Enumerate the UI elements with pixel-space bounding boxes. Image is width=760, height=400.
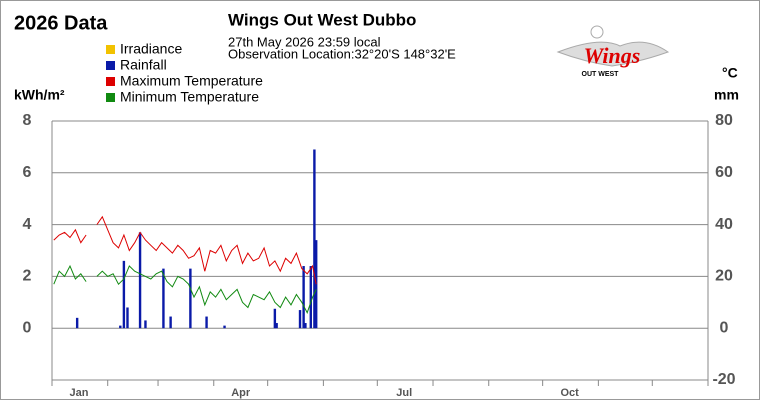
rain-bar (273, 308, 277, 329)
x-tick-label: Oct (560, 387, 579, 399)
y-tick-label: 4 (23, 216, 32, 233)
logo-prop (590, 25, 604, 39)
logo-wings (556, 41, 670, 67)
rain-bar (75, 317, 79, 329)
y-tick-label: 0 (23, 319, 32, 336)
logo-subtext: OUT WEST (582, 71, 620, 78)
y-tick-label: 2 (23, 268, 32, 285)
rain-bar (122, 260, 126, 329)
rain-bar (304, 323, 307, 329)
x-tick-label: Jul (396, 387, 412, 399)
y-tick-label: 8 (23, 112, 32, 129)
rain-bar (302, 266, 305, 329)
legend-swatch (106, 77, 115, 86)
y2-tick-label: 60 (715, 164, 733, 181)
rain-bar (298, 310, 302, 329)
legend-swatch (106, 45, 115, 54)
legend-label: Irradiance (120, 41, 182, 57)
y2-tick-label: 20 (715, 268, 733, 285)
legend-swatch (106, 93, 115, 102)
rain-bar (162, 268, 165, 329)
y-axis-label: kWh/m² (14, 87, 65, 103)
logo: Wings OUT WEST (556, 25, 670, 78)
legend-swatch (106, 61, 115, 70)
rain-bar (126, 307, 129, 329)
rain-bar (205, 316, 208, 329)
y2-tick-label: 80 (715, 112, 733, 129)
rain-bar (119, 325, 122, 329)
date-text: 27th May 2026 23:59 local (228, 34, 381, 49)
x-tick-label: Apr (231, 387, 251, 399)
chart-subtitle: Wings Out West Dubbo (228, 10, 416, 29)
x-tick-label: Jan (69, 387, 88, 399)
rain-bar (169, 316, 172, 329)
rain-bar (313, 149, 316, 329)
legend-label: Rainfall (120, 57, 167, 73)
series-line (53, 215, 317, 285)
y2-tick-label: 0 (720, 319, 729, 336)
logo-text: Wings (584, 43, 641, 68)
chart-title: 2026 Data (14, 12, 108, 34)
location-text: Observation Location:32°20'S 148°32'E (228, 46, 456, 61)
series-line (53, 264, 317, 314)
rain-bar (309, 266, 313, 329)
y-tick-label: 6 (23, 164, 32, 181)
rain-bar (138, 232, 142, 329)
legend-label: Minimum Temperature (120, 89, 259, 105)
rain-bar (144, 320, 147, 329)
rain-bar (223, 325, 226, 329)
legend-label: Maximum Temperature (120, 73, 263, 89)
rain-bar (275, 323, 278, 329)
y2-tick-label: -20 (712, 371, 735, 388)
y2-tick-label: 40 (715, 216, 733, 233)
rain-bar (189, 268, 192, 329)
y2-axis-label: °C (722, 65, 738, 81)
y2-axis-label: mm (714, 87, 739, 103)
